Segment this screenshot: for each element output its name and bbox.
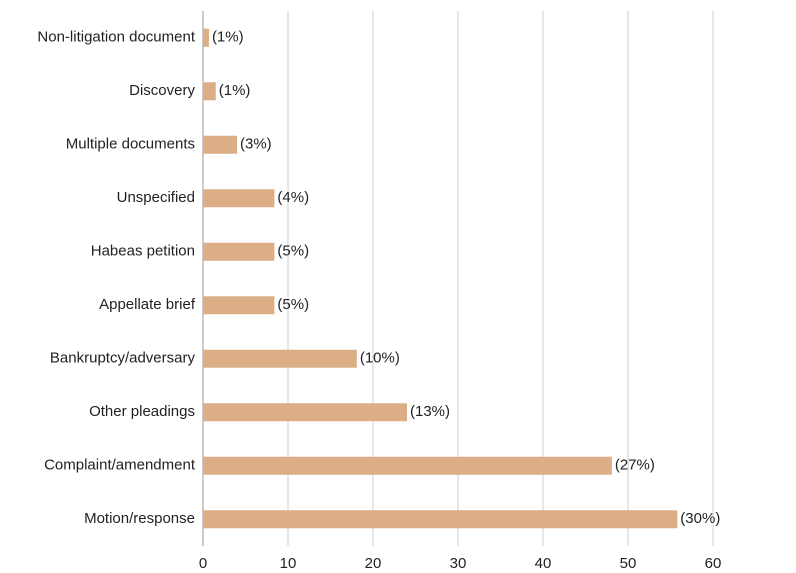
- bar-annotation: (5%): [277, 243, 309, 260]
- y-tick-label: Complaint/amendment: [44, 457, 196, 474]
- y-tick-label: Other pleadings: [89, 403, 195, 420]
- y-tick-label: Habeas petition: [91, 243, 195, 260]
- bar-annotation: (4%): [277, 189, 309, 206]
- bar-annotation: (1%): [212, 29, 244, 46]
- bar: [203, 349, 357, 368]
- bar: [203, 296, 275, 315]
- bar: [203, 82, 216, 101]
- bar-annotation: (1%): [219, 82, 251, 99]
- x-tick-label: 10: [280, 555, 297, 572]
- y-tick-label: Discovery: [129, 82, 195, 99]
- bar-annotation: (3%): [240, 136, 272, 153]
- bar-annotation: (13%): [410, 403, 450, 420]
- x-tick-label: 30: [450, 555, 467, 572]
- bar-annotation: (30%): [680, 510, 720, 527]
- bar: [203, 510, 678, 529]
- y-tick-label: Motion/response: [84, 510, 195, 527]
- bar-annotation: (27%): [615, 457, 655, 474]
- x-tick-label: 20: [365, 555, 382, 572]
- bar-annotation: (5%): [277, 296, 309, 313]
- bar: [203, 456, 612, 475]
- bar-annotation: (10%): [360, 350, 400, 367]
- x-tick-label: 60: [705, 555, 722, 572]
- bar: [203, 189, 275, 208]
- y-tick-label: Non-litigation document: [37, 29, 195, 46]
- y-tick-label: Unspecified: [117, 189, 195, 206]
- bar: [203, 28, 209, 47]
- y-tick-label: Appellate brief: [99, 296, 196, 313]
- y-tick-label: Multiple documents: [66, 136, 195, 153]
- x-tick-label: 40: [535, 555, 552, 572]
- bar: [203, 403, 407, 422]
- x-tick-label: 0: [199, 555, 207, 572]
- x-tick-label: 50: [620, 555, 637, 572]
- bar: [203, 135, 237, 154]
- y-tick-label: Bankruptcy/adversary: [50, 350, 196, 367]
- bar: [203, 242, 275, 261]
